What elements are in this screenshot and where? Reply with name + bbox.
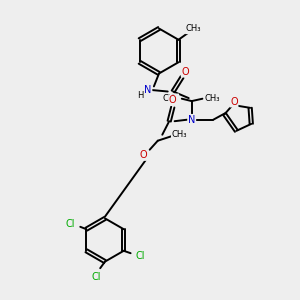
Text: CH₃: CH₃ (186, 24, 201, 33)
Text: N: N (188, 115, 195, 125)
Text: CH₃: CH₃ (172, 130, 187, 139)
Text: O: O (140, 150, 148, 160)
Text: CH₃: CH₃ (204, 94, 220, 103)
Text: CH₃: CH₃ (163, 94, 178, 103)
Text: Cl: Cl (136, 251, 145, 261)
Text: O: O (230, 97, 238, 107)
Text: N: N (144, 85, 152, 95)
Text: O: O (169, 95, 177, 105)
Text: Cl: Cl (66, 219, 75, 229)
Text: Cl: Cl (92, 272, 101, 282)
Text: H: H (137, 91, 143, 100)
Text: O: O (182, 67, 189, 77)
